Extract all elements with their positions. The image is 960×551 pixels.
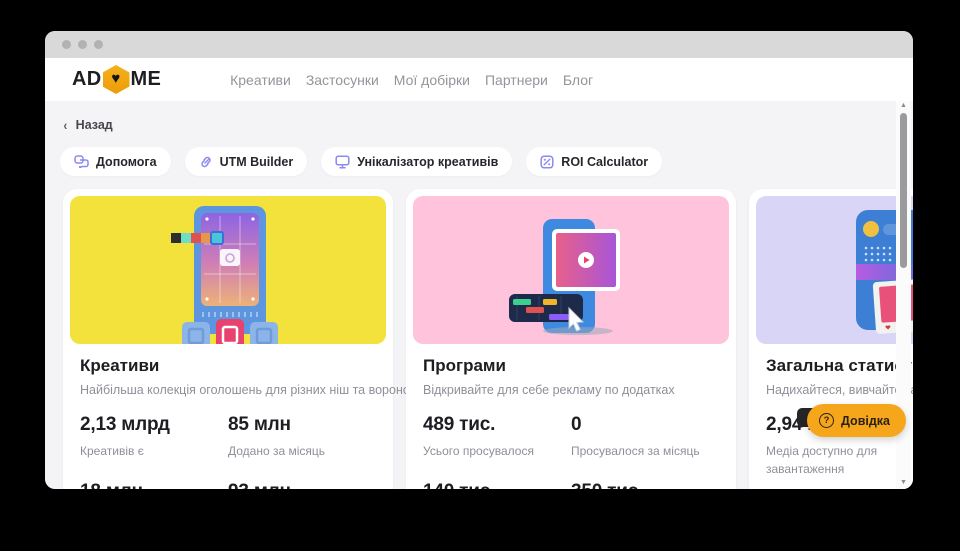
card-title: Креативи bbox=[80, 356, 160, 375]
app-header: AD ♥ ME Креативи Застосунки Мої добірки … bbox=[45, 58, 913, 101]
card-subtitle: Найбільша колекція оголошень для різних … bbox=[80, 383, 416, 397]
stat-value: 140 тис. bbox=[423, 481, 571, 489]
adome-logo[interactable]: AD ♥ ME bbox=[72, 65, 161, 94]
help-button-label: Довідка bbox=[841, 413, 890, 428]
link-icon bbox=[200, 156, 211, 167]
stat-label: Додано за місяць bbox=[228, 444, 326, 458]
dashboard-stats-illustration bbox=[756, 196, 913, 344]
window-zoom-button[interactable] bbox=[94, 40, 103, 49]
chat-bubbles-icon bbox=[74, 155, 89, 168]
stat-item: 85 млн Додано за місяць bbox=[228, 414, 376, 460]
nav-item-apps[interactable]: Застосунки bbox=[305, 71, 379, 88]
logo-text-post: ME bbox=[130, 68, 162, 90]
card-subtitle: Надихайтеся, вивчайте та а bbox=[766, 383, 913, 397]
card-title: Програми bbox=[423, 356, 506, 375]
card-stats: 2,94 м Медіа доступно для завантаження bbox=[766, 414, 913, 478]
calculator-icon bbox=[540, 154, 554, 169]
stat-label: Усього просувалося bbox=[423, 444, 534, 458]
card-overall-statistics[interactable]: Загальна статистика Надихайтеся, вивчайт… bbox=[749, 189, 913, 489]
question-circle-icon: ? bbox=[819, 413, 834, 428]
stat-item: 0 Просувалося за місяць bbox=[571, 414, 719, 460]
card-title: Загальна статистика bbox=[766, 356, 913, 375]
chip-label: Унікалізатор креативів bbox=[357, 154, 499, 169]
stat-value: 18 млн bbox=[80, 481, 228, 489]
back-link[interactable]: ‹ Назад bbox=[63, 117, 113, 133]
stat-item: 93 млн bbox=[228, 481, 376, 489]
stat-label: Креативів є bbox=[80, 444, 144, 458]
stat-item: 2,94 м Медіа доступно для завантаження bbox=[766, 414, 913, 478]
logo-text-pre: AD bbox=[72, 68, 102, 90]
card-body: Креативи Найбільша колекція оголошень дл… bbox=[70, 344, 416, 489]
help-button[interactable]: ? Довідка bbox=[807, 404, 906, 437]
stat-value: 93 млн bbox=[228, 481, 376, 489]
monitor-icon bbox=[335, 154, 350, 169]
nav-item-partners[interactable]: Партнери bbox=[484, 71, 548, 88]
monitor-apps-illustration bbox=[413, 196, 729, 344]
stat-value: 85 млн bbox=[228, 414, 291, 435]
card-creatives[interactable]: Креативи Найбільша колекція оголошень дл… bbox=[63, 189, 416, 489]
tool-chips-row: Допомога UTM Builder Унікалізатор креати… bbox=[60, 147, 913, 176]
chip-label: Допомога bbox=[96, 154, 157, 169]
card-body: Загальна статистика Надихайтеся, вивчайт… bbox=[756, 344, 913, 489]
window-titlebar bbox=[45, 31, 913, 58]
card-stats: 2,13 млрд Креативів є 85 млн Додано за м… bbox=[80, 414, 376, 489]
chip-label: ROI Calculator bbox=[561, 154, 649, 169]
card-subtitle: Відкривайте для себе рекламу по додатках bbox=[423, 383, 675, 397]
scroll-up-arrow-icon[interactable]: ▲ bbox=[900, 102, 907, 109]
back-label: Назад bbox=[75, 118, 113, 132]
card-stats: 489 тис. Усього просувалося 0 Просувалос… bbox=[423, 414, 719, 489]
stat-value: 0 bbox=[571, 414, 582, 435]
chip-help[interactable]: Допомога bbox=[60, 147, 171, 176]
app-window: AD ♥ ME Креативи Застосунки Мої добірки … bbox=[45, 31, 913, 489]
chip-roi-calculator[interactable]: ROI Calculator bbox=[526, 147, 663, 176]
nav-item-creatives[interactable]: Креативи bbox=[230, 71, 291, 88]
card-body: Програми Відкривайте для себе рекламу по… bbox=[413, 344, 729, 489]
stat-label: Медіа доступно для завантаження bbox=[766, 444, 878, 476]
chevron-left-icon: ‹ bbox=[63, 117, 68, 133]
stat-item: 489 тис. Усього просувалося bbox=[423, 414, 571, 460]
heart-hexagon-icon: ♥ bbox=[102, 65, 130, 94]
chip-utm-builder[interactable]: UTM Builder bbox=[184, 147, 308, 176]
phone-creatives-illustration bbox=[70, 196, 386, 344]
nav-item-collections[interactable]: Мої добірки bbox=[393, 71, 470, 88]
stat-value: 489 тис. bbox=[423, 414, 496, 435]
scrollbar-thumb[interactable] bbox=[900, 113, 907, 268]
nav-item-blog[interactable]: Блог bbox=[562, 71, 594, 88]
scroll-down-arrow-icon[interactable]: ▼ bbox=[900, 479, 907, 486]
main-nav: Креативи Застосунки Мої добірки Партнери… bbox=[230, 72, 593, 88]
window-close-button[interactable] bbox=[62, 40, 71, 49]
chip-creative-uniquifier[interactable]: Унікалізатор креативів bbox=[321, 147, 513, 176]
category-cards-row: Креативи Найбільша колекція оголошень дл… bbox=[63, 189, 913, 489]
card-apps[interactable]: Програми Відкривайте для себе рекламу по… bbox=[406, 189, 736, 489]
window-minimize-button[interactable] bbox=[78, 40, 87, 49]
stat-item: 140 тис. bbox=[423, 481, 571, 489]
page-content: ‹ Назад Допомога UTM Builder bbox=[45, 101, 913, 489]
stat-label: Просувалося за місяць bbox=[571, 444, 700, 458]
stat-value: 2,13 млрд bbox=[80, 414, 170, 435]
stat-item: 18 млн bbox=[80, 481, 228, 489]
chip-label: UTM Builder bbox=[219, 154, 294, 169]
stat-value: 350 тис. bbox=[571, 481, 719, 489]
vertical-scrollbar[interactable]: ▲ ▼ bbox=[896, 101, 911, 489]
stat-item: 350 тис. bbox=[571, 481, 719, 489]
stat-item: 2,13 млрд Креативів є bbox=[80, 414, 228, 460]
